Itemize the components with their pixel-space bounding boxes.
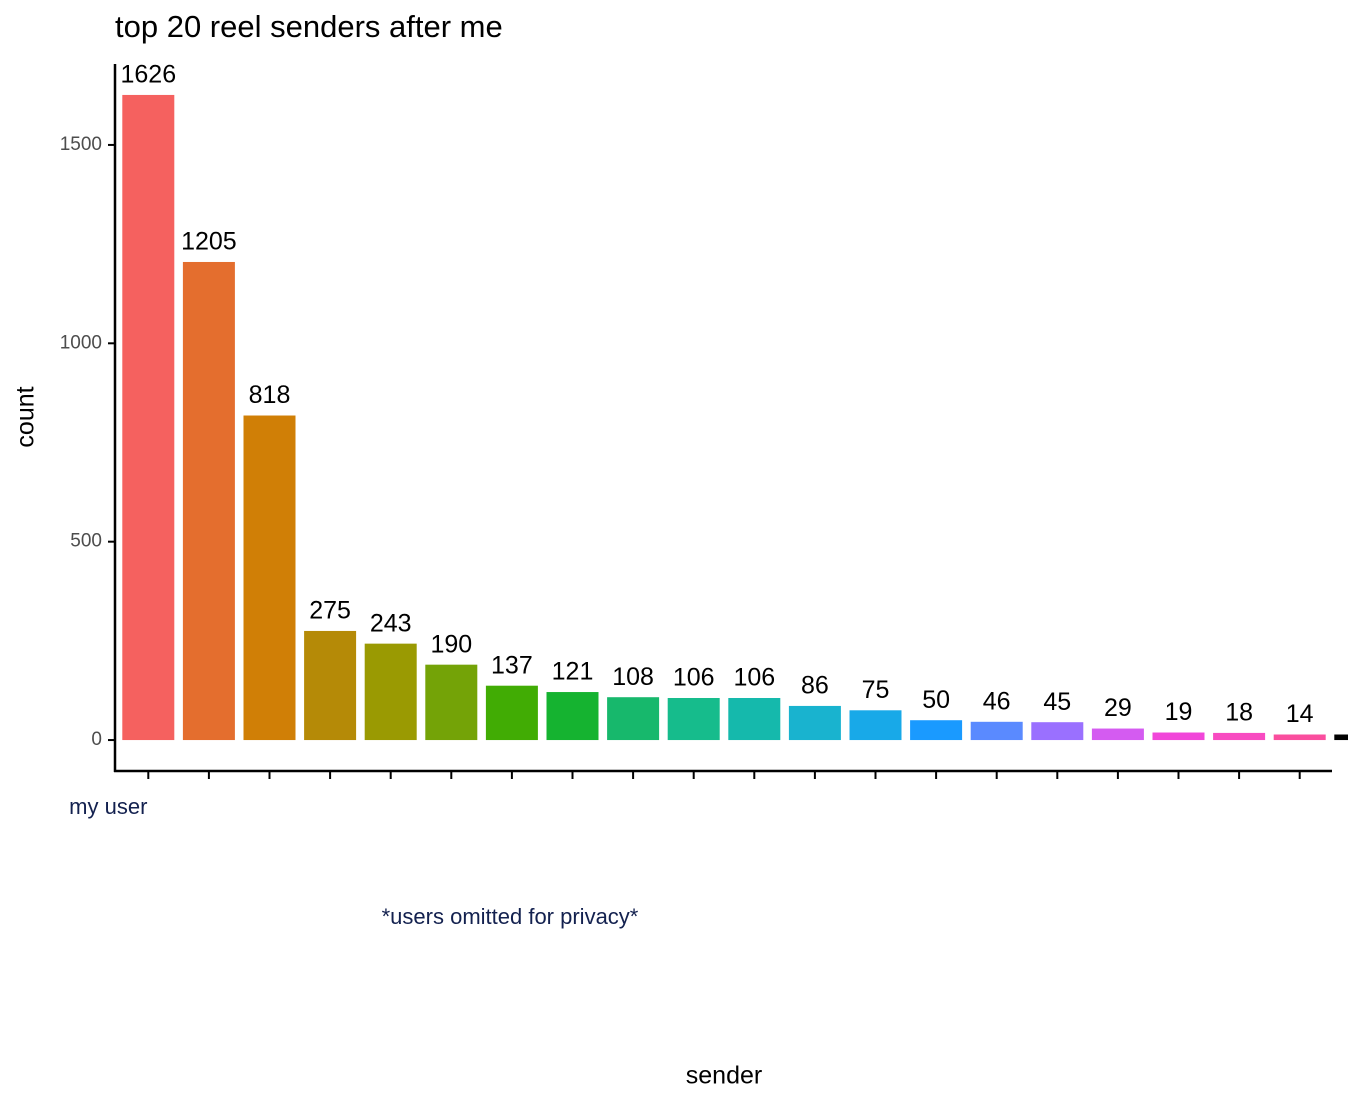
bar bbox=[728, 697, 781, 741]
value-label: 14 bbox=[1286, 700, 1314, 728]
value-label: 108 bbox=[612, 663, 654, 691]
value-label: 14 bbox=[1346, 700, 1348, 728]
x-tick-label: my user bbox=[69, 794, 147, 819]
bar bbox=[364, 643, 417, 741]
bar bbox=[425, 664, 478, 741]
bar bbox=[970, 721, 1023, 741]
bar bbox=[182, 261, 235, 741]
bar bbox=[1152, 732, 1205, 741]
value-label: 1205 bbox=[181, 228, 237, 256]
bar bbox=[546, 692, 599, 741]
bar bbox=[1213, 732, 1266, 741]
bar bbox=[667, 697, 720, 741]
value-label: 137 bbox=[491, 651, 533, 679]
bar bbox=[122, 94, 175, 741]
annotation: *users omitted for privacy* bbox=[382, 904, 639, 929]
bar bbox=[1031, 722, 1084, 741]
chart-title: top 20 reel senders after me bbox=[115, 9, 503, 44]
value-label: 190 bbox=[430, 630, 472, 658]
value-label: 19 bbox=[1165, 698, 1193, 726]
y-tick-label: 1000 bbox=[60, 332, 102, 353]
value-label: 275 bbox=[309, 597, 351, 625]
bar bbox=[1091, 728, 1144, 741]
value-label: 45 bbox=[1043, 688, 1071, 716]
bar bbox=[485, 685, 538, 741]
value-label: 121 bbox=[552, 658, 594, 686]
value-label: 818 bbox=[249, 381, 291, 409]
bar bbox=[243, 415, 296, 741]
value-label: 75 bbox=[862, 676, 890, 704]
value-label: 29 bbox=[1104, 694, 1132, 722]
x-axis-label: sender bbox=[686, 1062, 762, 1090]
bar bbox=[1334, 734, 1348, 741]
value-label: 50 bbox=[922, 686, 950, 714]
bar bbox=[849, 710, 902, 741]
y-axis-label: count bbox=[12, 386, 40, 447]
bar bbox=[607, 697, 660, 741]
value-label: 106 bbox=[673, 664, 715, 692]
value-label: 18 bbox=[1225, 699, 1253, 727]
bar bbox=[788, 705, 841, 741]
y-tick-label: 0 bbox=[91, 729, 102, 750]
value-label: 106 bbox=[733, 664, 775, 692]
y-tick-label: 1500 bbox=[60, 134, 102, 155]
bar bbox=[1273, 734, 1326, 741]
value-label: 46 bbox=[983, 687, 1011, 715]
value-label: 1626 bbox=[120, 61, 176, 89]
bar bbox=[910, 720, 963, 741]
bar bbox=[304, 630, 357, 741]
value-label: 243 bbox=[370, 609, 412, 637]
value-label: 86 bbox=[801, 672, 829, 700]
y-tick-label: 500 bbox=[70, 531, 102, 552]
